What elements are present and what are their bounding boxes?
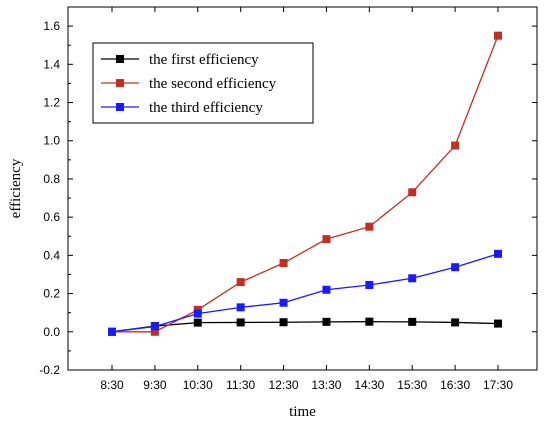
y-tick-label: 0.0 <box>43 325 60 339</box>
data-point <box>279 318 288 327</box>
data-point <box>451 263 460 272</box>
y-tick-label: 1.0 <box>43 134 60 148</box>
data-point <box>150 327 159 336</box>
data-point <box>408 188 417 197</box>
series-1 <box>108 317 502 336</box>
legend-label: the third efficiency <box>149 100 263 116</box>
x-tick-label: 10:30 <box>183 378 213 392</box>
legend: the first efficiency the second efficienc… <box>92 42 314 124</box>
legend-marker <box>116 55 124 63</box>
data-point <box>279 259 288 268</box>
y-tick-label: 0.2 <box>43 287 60 301</box>
data-point <box>236 303 245 312</box>
series-layer <box>108 31 502 336</box>
data-point <box>451 141 460 150</box>
x-tick-label: 8:30 <box>100 378 124 392</box>
data-point <box>322 317 331 326</box>
y-tick-label: 0.4 <box>43 248 60 262</box>
data-point <box>193 318 202 327</box>
legend-label: the first efficiency <box>149 52 259 68</box>
data-point <box>451 318 460 327</box>
data-point <box>365 280 374 289</box>
series-line <box>112 35 499 333</box>
data-point <box>279 298 288 307</box>
data-point <box>193 309 202 318</box>
axes: -0.2 0.0 0.2 0.4 0.6 0.8 1.0 1.2 1.4 1.6 8:30 9:30 1… <box>39 6 538 392</box>
legend-label: the second efficiency <box>149 76 277 92</box>
data-point <box>322 285 331 294</box>
x-tick-label: 14:30 <box>354 378 384 392</box>
data-point <box>494 31 502 40</box>
data-point <box>365 222 374 231</box>
data-point <box>494 249 502 258</box>
data-point <box>150 322 159 331</box>
x-tick-label: 16:30 <box>440 378 470 392</box>
y-tick-label: 1.4 <box>43 57 60 71</box>
series-line <box>111 253 499 333</box>
y-tick-label: 1.6 <box>43 19 60 33</box>
data-point <box>236 318 245 327</box>
legend-marker <box>116 103 124 111</box>
x-tick-label: 13:30 <box>311 378 341 392</box>
data-point <box>236 278 245 287</box>
x-tick-label: 17:30 <box>483 378 513 392</box>
y-tick-label: 0.6 <box>43 210 60 224</box>
x-tick-label: 12:30 <box>269 378 299 392</box>
data-point <box>408 317 417 326</box>
legend-marker <box>116 79 124 87</box>
x-axis-title: time <box>289 404 316 420</box>
y-tick-label: 1.2 <box>43 96 60 110</box>
plot-frame <box>67 6 538 371</box>
y-tick-label: 0.8 <box>43 172 60 186</box>
series-line <box>111 321 499 333</box>
series-3 <box>108 249 502 336</box>
data-point <box>322 235 331 244</box>
data-point <box>365 317 374 326</box>
x-tick-label: 9:30 <box>143 378 167 392</box>
data-point <box>108 327 116 336</box>
x-tick-label: 15:30 <box>397 378 427 392</box>
data-point <box>494 319 502 328</box>
data-point <box>408 274 417 283</box>
x-tick-label: 11:30 <box>226 378 255 392</box>
y-axis-title: efficiency <box>8 158 24 218</box>
y-tick-label: -0.2 <box>39 363 60 377</box>
